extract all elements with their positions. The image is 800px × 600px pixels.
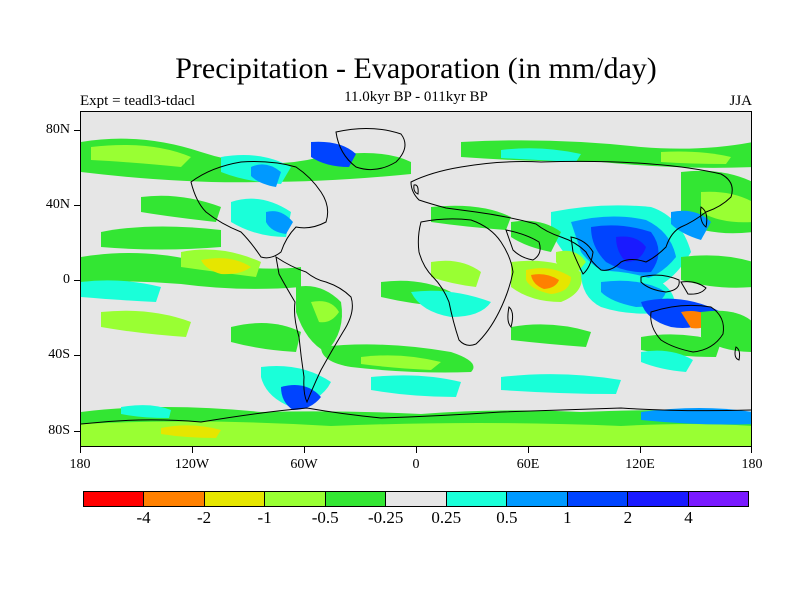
lon-tick-label: 120W: [174, 457, 210, 472]
season-label: JJA: [729, 93, 752, 109]
colorbar-label: -1: [257, 508, 272, 527]
experiment-label: Expt = teadl3-tdacl: [80, 93, 196, 109]
plot-subtitle: 11.0kyr BP - 011kyr BP: [344, 89, 488, 105]
colorbar-label: 0.25: [431, 508, 462, 527]
colorbar-swatch: [688, 492, 748, 506]
colorbar-label: -2: [196, 508, 212, 527]
colorbar-swatch: [386, 492, 447, 506]
lat-tick-label: 40S: [48, 347, 70, 362]
colorbar-swatch: [265, 492, 326, 506]
lon-tickmark: [304, 447, 305, 453]
map-panel: [80, 111, 752, 447]
colorbar-label: 2: [623, 508, 633, 527]
coastlines: [81, 127, 751, 425]
map-canvas: [81, 112, 751, 446]
colorbar-label: -4: [136, 508, 151, 527]
lon-tickmark: [528, 447, 529, 453]
colorbar-swatch: [507, 492, 568, 506]
lon-tick-label: 180: [741, 457, 763, 472]
colorbar-label: 0.5: [496, 508, 518, 527]
colorbar-swatch: [204, 492, 266, 506]
lat-tickmark: [74, 431, 80, 432]
lat-tick-label: 0: [63, 272, 70, 287]
lon-tick-label: 180: [69, 457, 91, 472]
colorbar-swatch: [84, 492, 145, 506]
colorbar-swatch: [628, 492, 689, 506]
plot-title: Precipitation - Evaporation (in mm/day): [175, 52, 657, 85]
colorbar-swatch: [325, 492, 387, 506]
lon-tickmark: [416, 447, 417, 453]
colorbar-swatch: [567, 492, 629, 506]
lat-tick-label: 40N: [45, 197, 70, 212]
lon-tickmark: [640, 447, 641, 453]
colorbar-label: -0.5: [311, 508, 339, 527]
lat-tickmark: [74, 205, 80, 206]
lat-tick-label: 80S: [48, 423, 70, 438]
lon-tick-label: 120E: [625, 457, 655, 472]
lat-tick-label: 80N: [45, 122, 70, 137]
colorbar: [83, 491, 749, 507]
lon-tickmark: [80, 447, 81, 453]
lon-tick-label: 60E: [516, 457, 540, 472]
colorbar-swatch: [446, 492, 508, 506]
colorbar-label: -0.25: [368, 508, 404, 527]
lat-tickmark: [74, 280, 80, 281]
lon-tickmark: [192, 447, 193, 453]
lat-tickmark: [74, 355, 80, 356]
colorbar-swatch: [144, 492, 205, 506]
lon-tick-label: 60W: [290, 457, 318, 472]
lat-tickmark: [74, 130, 80, 131]
colorbar-label: 4: [684, 508, 693, 527]
lon-tickmark: [751, 447, 752, 453]
lon-tick-label: 0: [412, 457, 420, 472]
colorbar-label: 1: [563, 508, 572, 527]
